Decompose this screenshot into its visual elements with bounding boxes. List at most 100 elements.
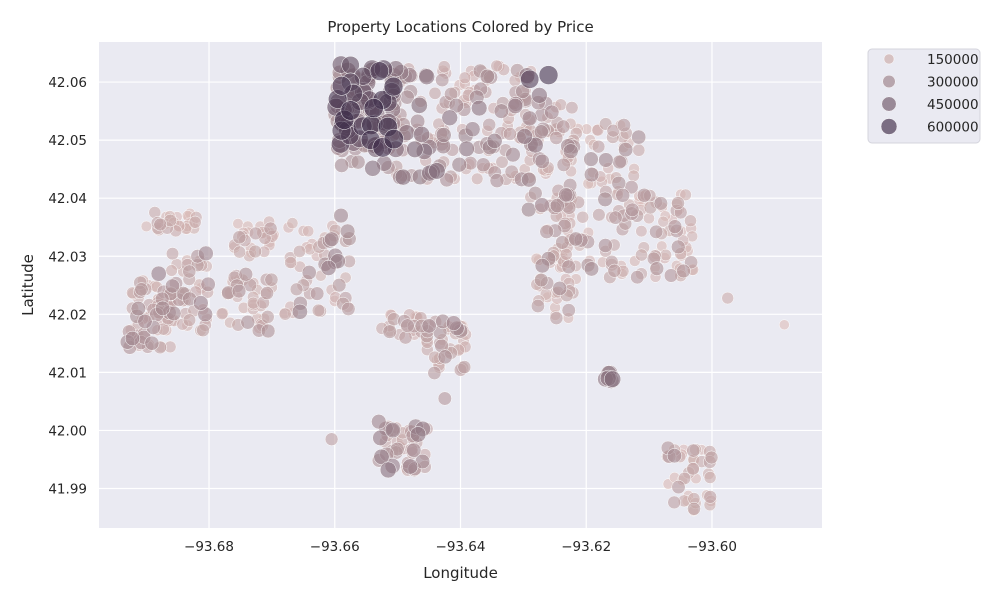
- scatter-point: [521, 110, 538, 127]
- scatter-point: [671, 196, 685, 210]
- data-points: [119, 55, 790, 517]
- y-tick-label: 42.03: [48, 249, 87, 265]
- scatter-point: [521, 201, 537, 218]
- scatter-point: [676, 263, 691, 279]
- scatter-point: [293, 244, 306, 258]
- scatter-point: [182, 264, 197, 279]
- scatter-point: [504, 164, 519, 179]
- scatter-point: [324, 432, 339, 446]
- scatter-point: [561, 259, 576, 275]
- scatter-point: [427, 366, 442, 380]
- scatter-point: [549, 198, 565, 214]
- scatter-point: [671, 239, 686, 255]
- scatter-point: [384, 422, 401, 439]
- scatter-point: [561, 303, 576, 318]
- scatter-point: [331, 76, 352, 96]
- scatter-point: [232, 230, 247, 245]
- scatter-point: [528, 186, 543, 201]
- scatter-point: [539, 224, 554, 239]
- scatter-point: [286, 217, 299, 230]
- scatter-point: [635, 248, 648, 262]
- scatter-point: [592, 208, 606, 222]
- scatter-point: [200, 276, 216, 292]
- scatter-point: [704, 450, 719, 465]
- scatter-point: [231, 283, 247, 299]
- scatter-point: [520, 69, 540, 89]
- scatter-point: [666, 448, 682, 464]
- scatter-point: [538, 65, 559, 85]
- scatter-point: [489, 173, 505, 188]
- scatter-point: [418, 68, 435, 85]
- scatter-point: [333, 207, 349, 224]
- scatter-point: [531, 87, 548, 104]
- y-tick-label: 42.01: [48, 365, 87, 381]
- scatter-point: [778, 319, 790, 331]
- scatter-point: [552, 280, 568, 296]
- scatter-point: [445, 315, 462, 331]
- legend-label: 600000: [927, 120, 979, 136]
- y-tick-label: 42.00: [48, 423, 87, 439]
- scatter-point: [490, 59, 503, 73]
- scatter-point: [332, 278, 347, 293]
- scatter-point: [471, 172, 484, 185]
- scatter-point: [364, 159, 382, 177]
- scatter-point: [618, 142, 634, 158]
- scatter-point: [402, 458, 419, 475]
- x-tick-label: −93.64: [436, 539, 486, 555]
- scatter-point: [503, 127, 517, 141]
- scatter-point: [198, 245, 214, 262]
- x-tick-label: −93.66: [310, 539, 360, 555]
- scatter-point: [437, 349, 453, 365]
- scatter-point: [134, 282, 149, 297]
- legend-box: [867, 48, 981, 144]
- scatter-point: [471, 99, 488, 117]
- scatter-point: [311, 303, 326, 318]
- scatter-point: [371, 414, 387, 430]
- scatter-point: [534, 197, 550, 213]
- scatter-point: [558, 187, 574, 203]
- scatter-point: [568, 231, 584, 247]
- scatter-point: [428, 162, 446, 180]
- scatter-point: [667, 495, 681, 510]
- scatter-point: [653, 196, 668, 211]
- scatter-point: [583, 151, 599, 167]
- scatter-point: [406, 442, 422, 458]
- scatter-point: [649, 261, 665, 276]
- scatter-point: [379, 461, 397, 479]
- legend-label: 150000: [927, 52, 979, 68]
- scatter-point: [630, 270, 645, 285]
- scatter-point: [576, 210, 590, 224]
- scatter-point: [341, 301, 356, 316]
- scatter-point: [124, 330, 141, 347]
- scatter-point: [437, 391, 452, 406]
- scatter-point: [137, 313, 153, 329]
- scatter-point: [721, 291, 734, 305]
- scatter-point: [263, 221, 278, 236]
- legend-marker: [883, 53, 895, 65]
- scatter-point: [616, 118, 631, 133]
- scatter-point: [534, 272, 549, 288]
- scatter-point: [398, 330, 413, 345]
- scatter-point: [324, 231, 340, 247]
- scatter-point: [413, 125, 431, 143]
- scatter-point: [248, 226, 263, 241]
- scatter-point: [687, 501, 701, 516]
- scatter-point: [193, 295, 209, 311]
- scatter-point: [608, 210, 623, 225]
- scatter-point: [264, 272, 279, 287]
- scatter-point: [406, 140, 424, 158]
- scatter-point: [369, 61, 390, 81]
- scatter-point: [441, 109, 458, 126]
- y-tick-label: 42.04: [48, 191, 87, 207]
- x-tick-label: −93.62: [561, 539, 611, 555]
- scatter-point: [663, 268, 679, 283]
- scatter-point: [632, 143, 646, 157]
- scatter-point: [350, 154, 366, 170]
- scatter-point: [598, 152, 614, 168]
- scatter-point: [549, 130, 564, 145]
- scatter-point: [309, 286, 325, 301]
- scatter-point: [703, 471, 717, 484]
- scatter-point: [703, 490, 717, 504]
